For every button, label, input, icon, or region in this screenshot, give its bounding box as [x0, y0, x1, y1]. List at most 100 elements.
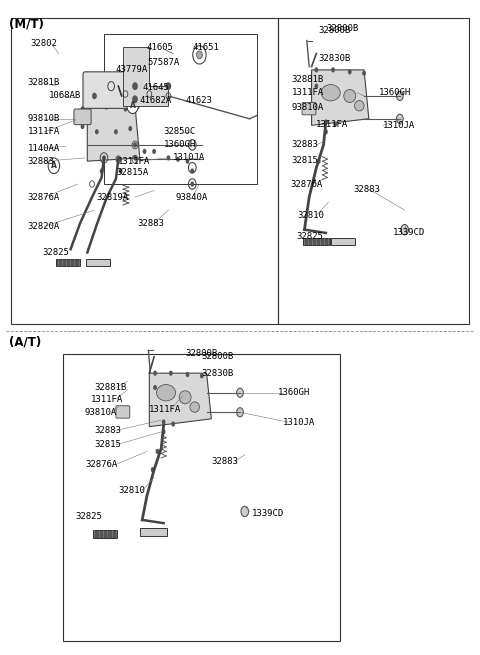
FancyBboxPatch shape — [74, 109, 91, 124]
Circle shape — [401, 225, 408, 235]
Ellipse shape — [344, 90, 356, 102]
Text: 32883: 32883 — [211, 457, 238, 466]
Text: 32802: 32802 — [30, 39, 57, 48]
Text: 41651: 41651 — [192, 43, 219, 52]
Text: (A/T): (A/T) — [9, 336, 41, 349]
Circle shape — [153, 385, 157, 390]
Text: 32810: 32810 — [118, 486, 145, 495]
Circle shape — [191, 181, 194, 187]
Text: 1311FA: 1311FA — [316, 119, 348, 128]
Text: A: A — [130, 102, 135, 110]
Polygon shape — [123, 47, 168, 105]
Circle shape — [153, 371, 157, 376]
Text: 32800B: 32800B — [186, 349, 218, 358]
Text: 41645: 41645 — [142, 83, 169, 92]
Circle shape — [162, 419, 166, 424]
Polygon shape — [86, 259, 110, 265]
Polygon shape — [140, 529, 168, 536]
Text: 32881B: 32881B — [28, 79, 60, 87]
Text: 1310JA: 1310JA — [173, 153, 205, 162]
Text: 32883: 32883 — [95, 426, 121, 435]
Circle shape — [133, 155, 137, 160]
Circle shape — [317, 159, 321, 164]
Circle shape — [81, 106, 84, 111]
Circle shape — [314, 84, 318, 89]
Circle shape — [128, 126, 132, 131]
Circle shape — [186, 372, 190, 377]
Circle shape — [237, 388, 243, 398]
Circle shape — [133, 142, 137, 147]
Text: 41623: 41623 — [185, 96, 212, 105]
Circle shape — [314, 67, 318, 73]
Text: 1310JA: 1310JA — [383, 121, 415, 130]
Circle shape — [191, 168, 194, 174]
Text: 1360GH: 1360GH — [164, 140, 196, 149]
Polygon shape — [94, 530, 117, 538]
Text: 32825: 32825 — [42, 248, 69, 257]
Text: 1311FA: 1311FA — [91, 395, 123, 403]
Text: 32800B: 32800B — [319, 26, 351, 35]
Ellipse shape — [190, 402, 199, 412]
Text: 32815: 32815 — [95, 440, 121, 449]
Text: 57587A: 57587A — [147, 58, 179, 67]
Circle shape — [312, 178, 316, 183]
Text: 1311FA: 1311FA — [149, 405, 181, 413]
Polygon shape — [121, 96, 125, 102]
Circle shape — [105, 104, 108, 109]
Circle shape — [171, 421, 175, 426]
Circle shape — [152, 149, 156, 154]
Text: 32850C: 32850C — [164, 127, 196, 136]
Polygon shape — [331, 238, 355, 246]
Text: 32810: 32810 — [297, 211, 324, 220]
Circle shape — [197, 51, 202, 59]
Circle shape — [95, 129, 99, 134]
Text: 41605: 41605 — [147, 43, 174, 52]
Circle shape — [102, 155, 106, 160]
Text: 1339CD: 1339CD — [393, 229, 425, 237]
Circle shape — [123, 106, 127, 111]
Circle shape — [186, 159, 190, 164]
Bar — [104, 34, 257, 184]
Ellipse shape — [321, 84, 340, 101]
Polygon shape — [56, 259, 80, 265]
Circle shape — [334, 121, 337, 126]
Text: 93810A: 93810A — [85, 408, 117, 417]
Circle shape — [125, 93, 130, 99]
Text: A: A — [51, 161, 57, 170]
Circle shape — [396, 114, 403, 123]
Circle shape — [331, 67, 335, 73]
Text: 32883: 32883 — [354, 185, 381, 194]
Text: 32883: 32883 — [291, 140, 318, 149]
Polygon shape — [312, 70, 369, 125]
Circle shape — [167, 155, 170, 160]
Circle shape — [237, 407, 243, 417]
Text: 43779A: 43779A — [116, 66, 148, 75]
Bar — [11, 18, 278, 324]
Bar — [278, 18, 469, 324]
Text: 32883: 32883 — [28, 157, 55, 166]
Text: 32881B: 32881B — [291, 75, 324, 84]
Text: 32876A: 32876A — [85, 460, 117, 469]
Circle shape — [114, 129, 118, 134]
Text: 41682A: 41682A — [140, 96, 172, 105]
Bar — [63, 354, 340, 641]
Circle shape — [362, 71, 366, 76]
FancyBboxPatch shape — [116, 405, 130, 418]
Text: 93810A: 93810A — [291, 103, 324, 111]
Circle shape — [132, 96, 138, 103]
Circle shape — [176, 157, 180, 162]
Polygon shape — [149, 373, 211, 426]
Circle shape — [396, 92, 403, 100]
Text: 93810B: 93810B — [28, 114, 60, 123]
Circle shape — [348, 69, 352, 75]
Text: 32800B: 32800B — [202, 352, 234, 362]
Text: (M/T): (M/T) — [9, 18, 43, 31]
Polygon shape — [87, 105, 140, 161]
Circle shape — [143, 149, 146, 154]
Circle shape — [48, 158, 60, 174]
Circle shape — [324, 119, 328, 124]
FancyBboxPatch shape — [302, 102, 316, 115]
Circle shape — [156, 449, 159, 454]
FancyBboxPatch shape — [83, 72, 139, 108]
Circle shape — [116, 155, 121, 163]
